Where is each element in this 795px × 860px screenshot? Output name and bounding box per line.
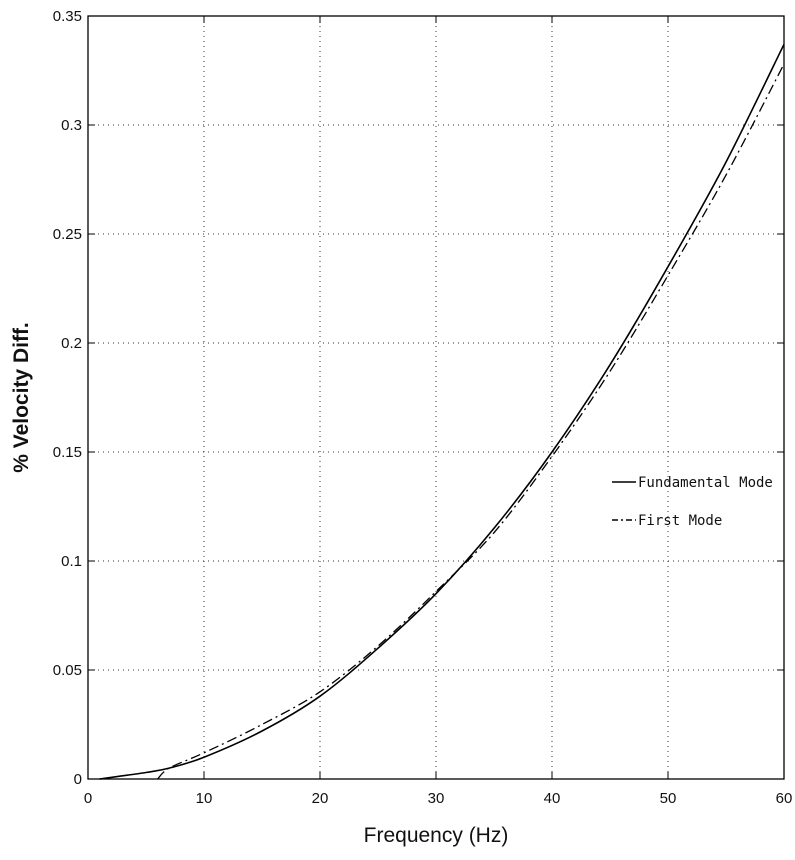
tick-labels: 0 10 20 30 40 50 60 0 0.05 0.1 0.15 0.2 0.25 0.3 0.35 xyxy=(53,8,793,807)
legend-label: First Mode xyxy=(638,513,722,529)
x-tick-label: 10 xyxy=(196,790,213,807)
y-tick-label: 0.05 xyxy=(53,662,82,679)
x-tick-label: 30 xyxy=(428,790,445,807)
legend: Fundamental Mode First Mode xyxy=(612,475,773,529)
x-tick-label: 0 xyxy=(84,790,92,807)
series-line-fundamental-mode xyxy=(99,43,785,780)
y-tick-label: 0.35 xyxy=(53,8,82,25)
x-axis-title: Frequency (Hz) xyxy=(364,824,509,847)
plot-frame xyxy=(87,15,785,780)
y-tick-label: 0.15 xyxy=(53,444,82,461)
y-tick-label: 0.2 xyxy=(61,335,82,352)
series-line-first-mode xyxy=(157,63,785,780)
x-tick-label: 50 xyxy=(660,790,677,807)
legend-label: Fundamental Mode xyxy=(638,475,773,491)
y-tick-label: 0.1 xyxy=(61,553,82,570)
y-tick-label: 0.25 xyxy=(53,226,82,243)
y-tick-label: 0.3 xyxy=(61,117,82,134)
x-tick-label: 60 xyxy=(776,790,793,807)
axis-ticks xyxy=(87,15,785,780)
x-tick-label: 20 xyxy=(312,790,329,807)
x-tick-label: 40 xyxy=(544,790,561,807)
y-tick-label: 0 xyxy=(74,771,82,788)
y-axis-title: % Velocity Diff. xyxy=(10,322,33,473)
grid xyxy=(88,16,784,779)
series-lines xyxy=(99,43,785,780)
